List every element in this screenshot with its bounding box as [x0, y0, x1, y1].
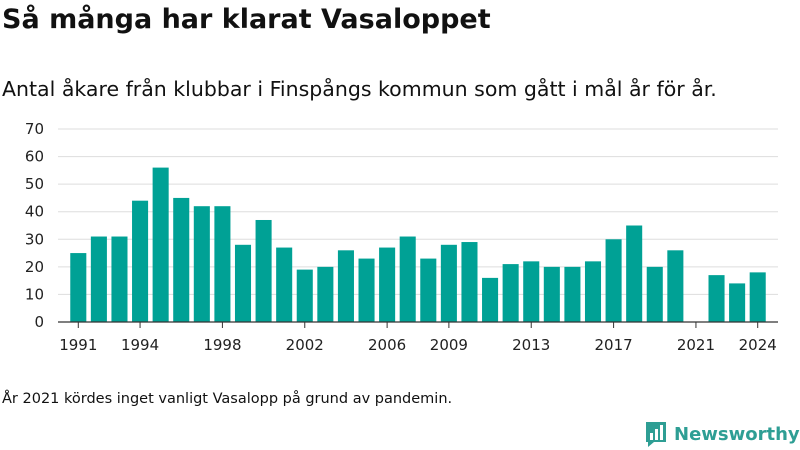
x-tick-label: 2024 — [739, 336, 777, 354]
bar-2009 — [440, 244, 457, 322]
bar-2008 — [420, 258, 437, 322]
bar-2011 — [482, 277, 499, 322]
x-tick-label: 1994 — [121, 336, 159, 354]
bar-2004 — [337, 250, 354, 322]
brand-name: Newsworthy — [674, 423, 800, 445]
bar-1995 — [152, 167, 169, 322]
bar-2022 — [708, 275, 725, 322]
x-tick-label: 2013 — [512, 336, 550, 354]
bar-2012 — [502, 264, 519, 322]
bar-2000 — [255, 219, 272, 322]
bar-1999 — [234, 244, 252, 322]
chart-title: Så många har klarat Vasaloppet — [2, 4, 491, 35]
bar-chart: 0 10 20 30 40 50 60 70 1991 1994 1998 2002 2006 2009 2… — [25, 120, 778, 354]
bar-1996 — [173, 197, 190, 322]
bar-1993 — [111, 236, 128, 322]
x-tick-label: 2017 — [594, 336, 632, 354]
y-tick-label: 0 — [34, 313, 44, 331]
bar-2007 — [399, 236, 416, 322]
bar-2006 — [379, 247, 396, 322]
bar-2013 — [523, 261, 540, 322]
chart-subtitle: Antal åkare från klubbar i Finspångs kom… — [2, 77, 717, 101]
bar-1992 — [90, 236, 107, 322]
bar-2010 — [461, 242, 478, 322]
bar-2023 — [729, 283, 746, 322]
y-tick-label: 20 — [25, 258, 44, 276]
y-tick-label: 40 — [25, 203, 44, 221]
y-tick-label: 60 — [25, 148, 44, 166]
bar-chart-chat-icon — [646, 422, 666, 447]
bar-2024 — [749, 272, 766, 322]
bar-2017 — [605, 239, 622, 322]
bar-1998 — [214, 206, 231, 322]
bar-1991 — [70, 253, 87, 322]
bar-2002 — [296, 269, 313, 322]
y-tick-label: 70 — [25, 120, 44, 138]
x-tick-label: 1998 — [203, 336, 241, 354]
bar-1994 — [132, 200, 149, 322]
bar-2015 — [564, 266, 581, 322]
y-tick-label: 30 — [25, 230, 44, 248]
bar-1997 — [193, 206, 210, 322]
bar-2001 — [276, 247, 293, 322]
y-tick-label: 10 — [25, 285, 44, 303]
x-tick-label: 1991 — [59, 336, 97, 354]
bars — [70, 167, 766, 322]
x-tick-label: 2021 — [677, 336, 715, 354]
bar-2020 — [667, 250, 684, 322]
bar-2019 — [646, 266, 663, 322]
bar-2005 — [358, 258, 375, 322]
bar-2003 — [317, 266, 334, 322]
x-tick-label: 2009 — [430, 336, 468, 354]
bar-2014 — [543, 266, 560, 322]
footnote: År 2021 kördes inget vanligt Vasalopp på… — [2, 391, 453, 407]
y-tick-label: 50 — [25, 175, 44, 193]
bar-2016 — [584, 261, 602, 322]
tick-labels: 0 10 20 30 40 50 60 70 1991 1994 1998 2002 2006 2009 2… — [25, 120, 777, 354]
brand-logo: Newsworthy — [644, 420, 800, 448]
axes — [58, 321, 778, 328]
x-tick-label: 2002 — [286, 336, 324, 354]
bar-2018 — [626, 225, 643, 322]
x-tick-label: 2006 — [368, 336, 406, 354]
